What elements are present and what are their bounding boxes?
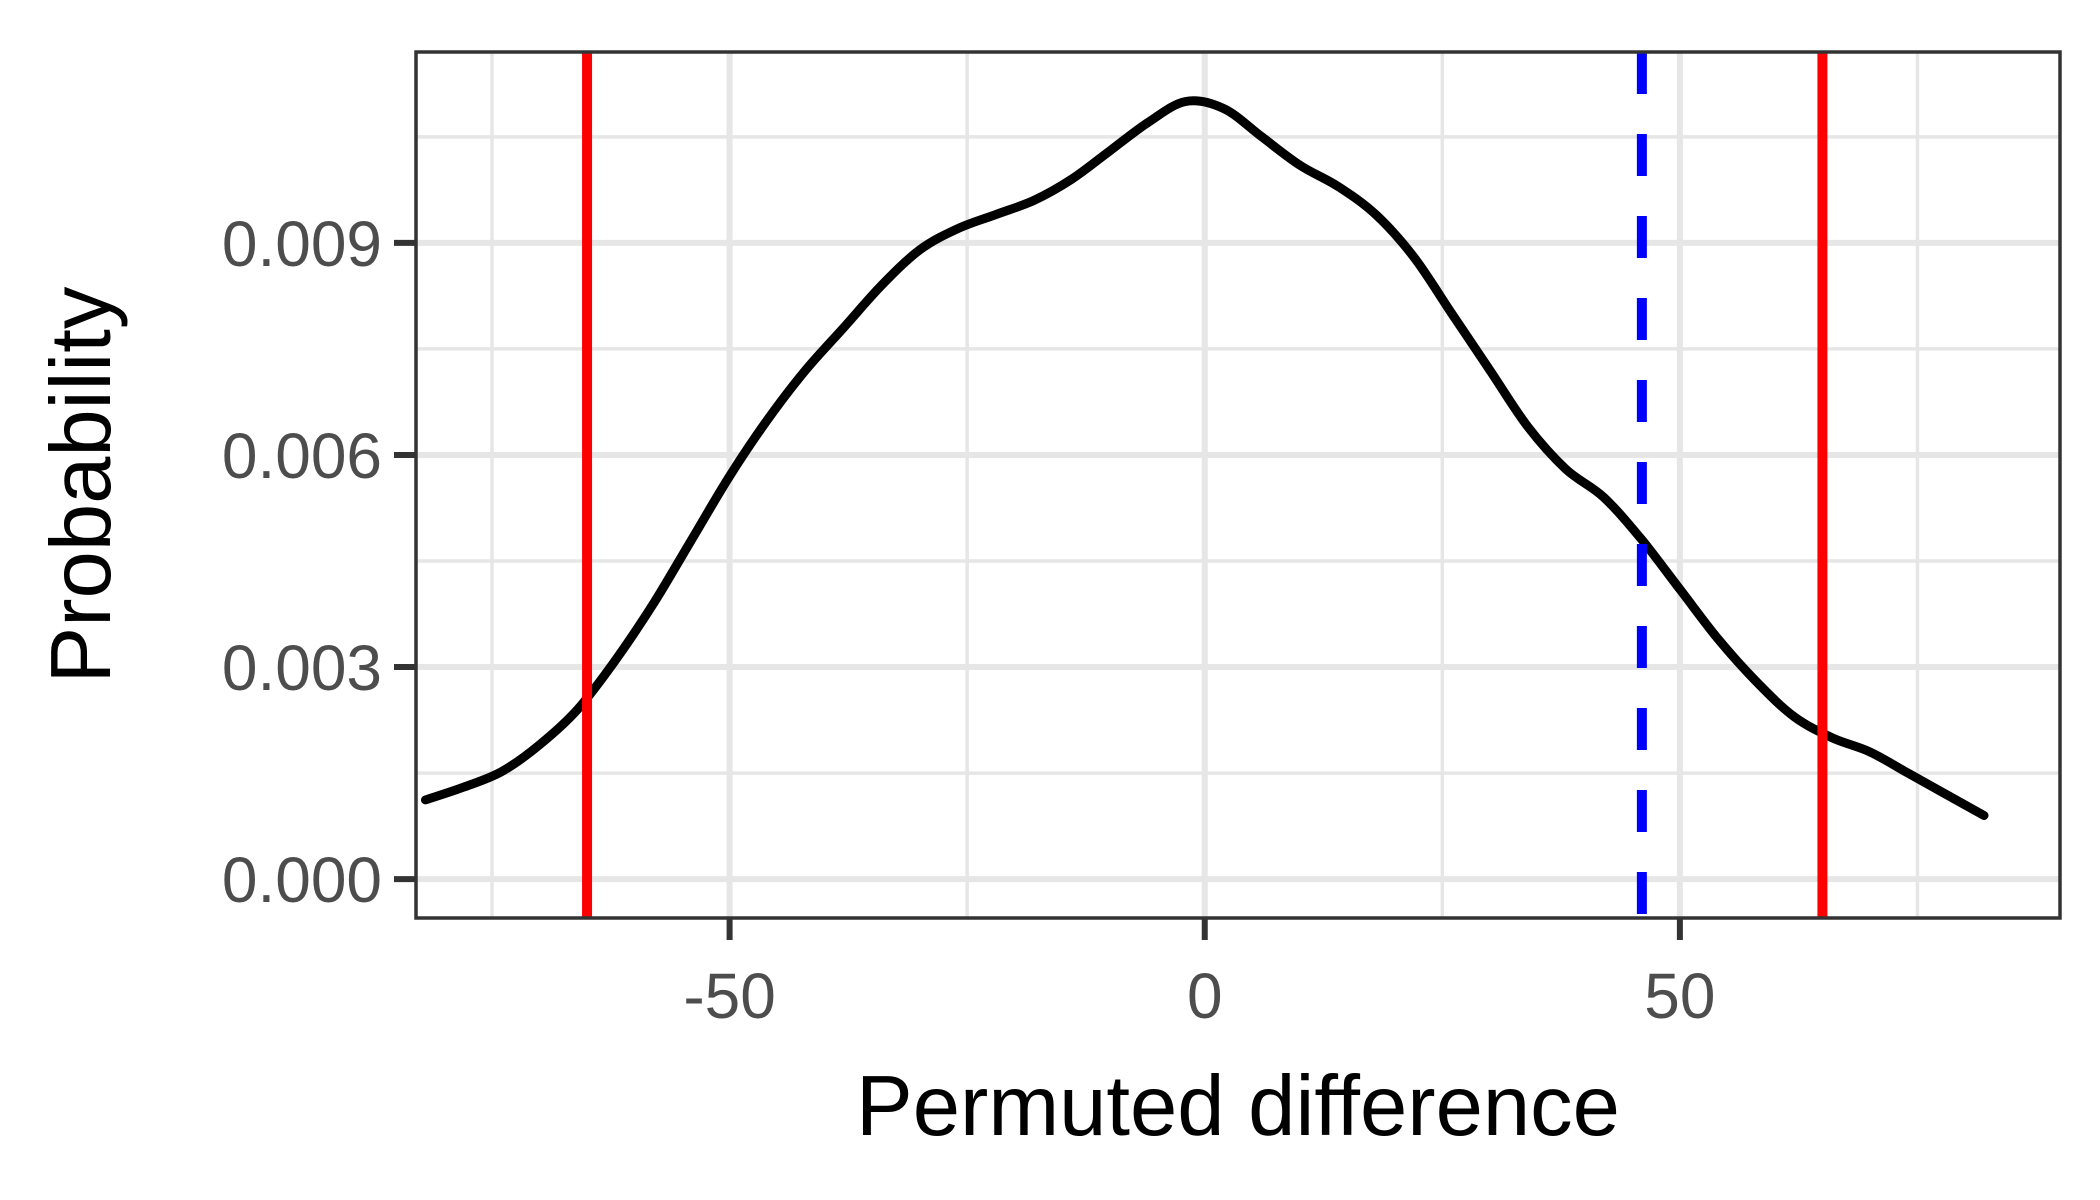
y-tick-label: 0.003 [222,632,382,704]
reference-lines [582,52,1828,918]
y-tick-label: 0.000 [222,844,382,916]
density-curve [421,96,1989,820]
density-series [421,96,1989,820]
y-axis-title: Probability [34,286,129,683]
axis-ticks: -50 0 50 0.000 0.003 0.006 0.009 [222,208,1716,1032]
major-gridlines [416,52,2060,918]
y-tick-label: 0.009 [222,208,382,280]
x-axis-title: Permuted difference [856,1059,1620,1154]
x-tick-label: -50 [683,960,776,1032]
plot-panel-border [414,50,2062,920]
y-tick-label: 0.006 [222,420,382,492]
x-tick-label: 50 [1644,960,1715,1032]
x-tick-label: 0 [1187,960,1223,1032]
minor-gridlines [416,52,2060,918]
